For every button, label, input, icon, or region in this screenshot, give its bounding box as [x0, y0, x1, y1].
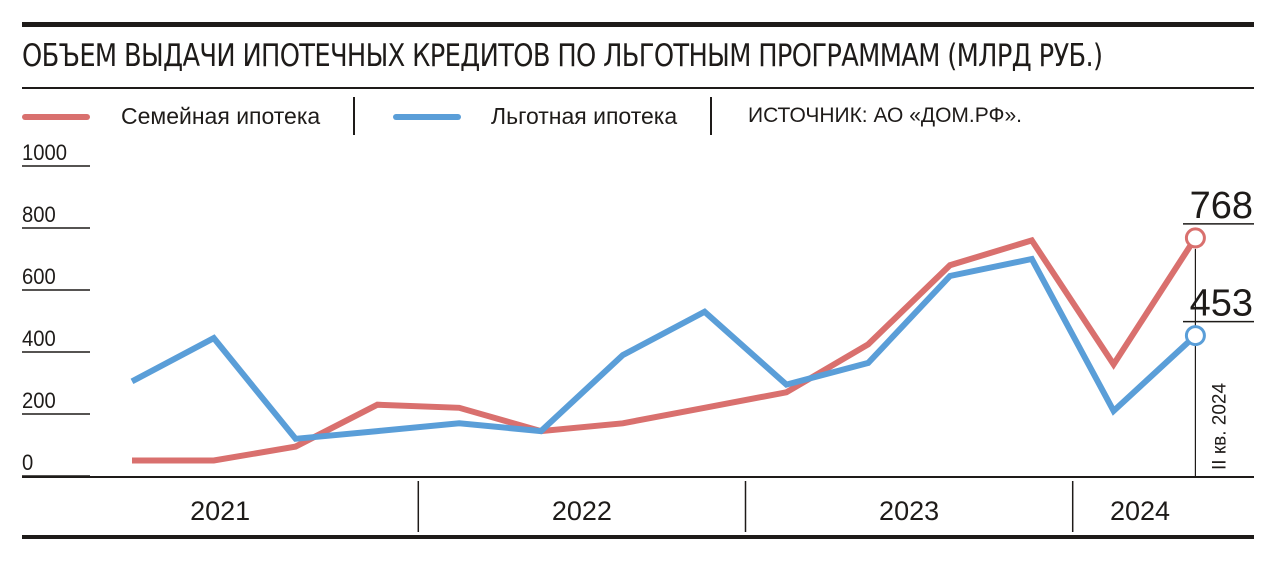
source-note: ИСТОЧНИК: АО «ДОМ.РФ». [748, 104, 1023, 127]
series-layer [130, 236, 1198, 464]
end-value-label: 453 [1190, 283, 1253, 325]
legend-swatch-family [22, 114, 90, 120]
year-label: 2024 [1110, 496, 1170, 526]
y-axis: 0 200 400 600 800 1000 [22, 141, 90, 477]
top-rule [22, 22, 1254, 27]
bottom-rule [22, 535, 1254, 539]
legend-separator [353, 97, 355, 135]
year-label: 2023 [879, 496, 939, 526]
legend-separator [710, 97, 712, 135]
last-period-label: II кв. 2024 [1209, 382, 1230, 470]
series-line-1 [130, 255, 1198, 442]
y-tick-label: 200 [22, 389, 56, 413]
end-point-marker [1184, 325, 1206, 347]
y-tick-label: 1000 [22, 141, 67, 165]
y-tick-label: 0 [22, 451, 33, 475]
legend-label-family: Семейная ипотека [121, 103, 321, 129]
title-underline [22, 87, 1254, 89]
end-value-label: 768 [1190, 185, 1253, 227]
y-tick-label: 600 [22, 265, 56, 289]
year-label: 2021 [190, 496, 250, 526]
end-point-marker [1184, 227, 1206, 249]
legend-swatch-preferential [393, 114, 461, 120]
annotation-layer: 768 453 II кв. 2024 [1183, 185, 1254, 476]
legend-label-preferential: Льготная ипотека [491, 103, 678, 129]
y-tick-label: 400 [22, 327, 56, 351]
x-axis: 2021 2022 2023 2024 [22, 476, 1254, 532]
year-label: 2022 [552, 496, 612, 526]
chart-title: ОБЪЕМ ВЫДАЧИ ИПОТЕЧНЫХ КРЕДИТОВ ПО ЛЬГОТ… [22, 38, 1103, 74]
y-tick-label: 800 [22, 203, 56, 227]
